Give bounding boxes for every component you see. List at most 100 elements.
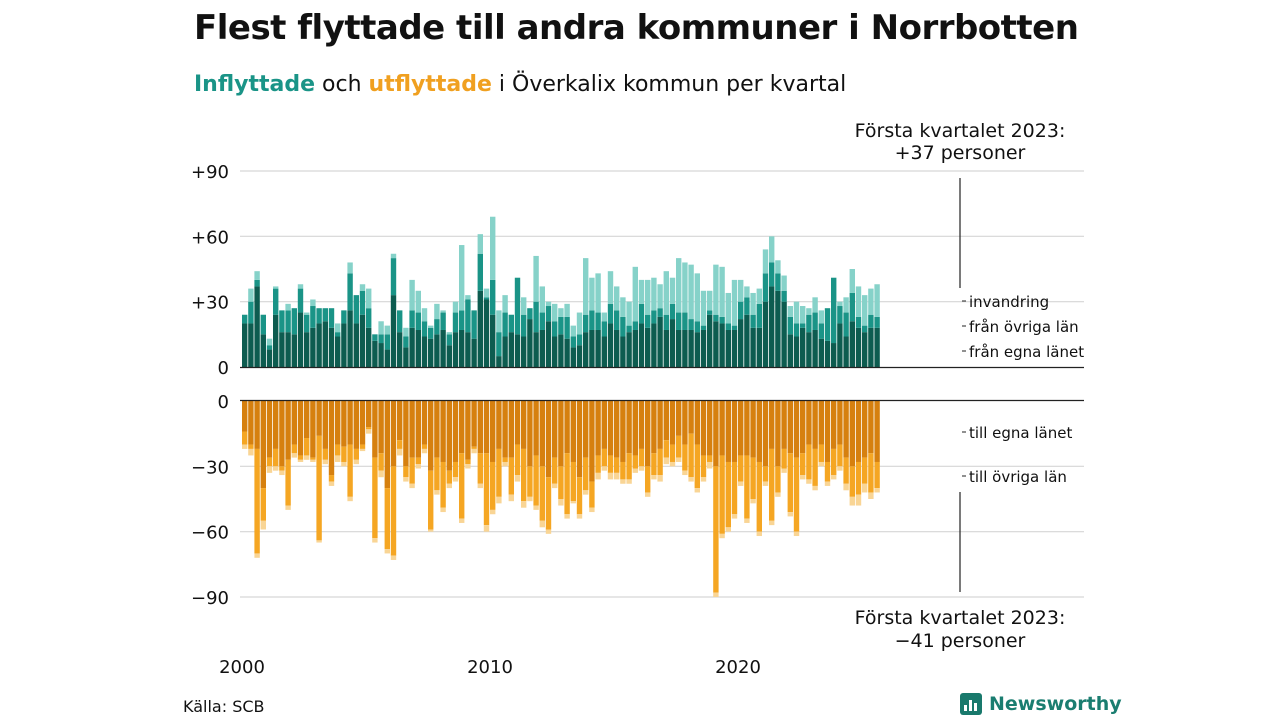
bar-in-0 (626, 332, 632, 367)
bar-out-2 (440, 507, 446, 513)
bar-in-0 (366, 327, 372, 367)
bar-in-1 (620, 316, 626, 337)
bar-in-1 (731, 325, 738, 330)
bar-out-0 (874, 401, 880, 462)
bar-in-1 (645, 314, 651, 328)
bar-out-0 (384, 401, 390, 489)
bar-in-0 (738, 319, 744, 367)
bar-in-0 (731, 329, 738, 367)
bar-out-1 (781, 448, 787, 469)
bar-in-2 (483, 288, 490, 298)
bar-in-1 (397, 310, 403, 333)
bar-out-1 (824, 461, 831, 482)
bar-out-1 (713, 466, 719, 593)
bar-in-1 (514, 277, 521, 335)
bar-in-0 (328, 327, 335, 367)
bar-out-2 (682, 470, 688, 476)
bar-out-2 (477, 483, 483, 489)
bar-out-0 (310, 401, 316, 458)
bar-in-0 (514, 334, 521, 367)
bar-out-0 (595, 401, 601, 456)
bar-in-1 (335, 332, 341, 337)
bar-in-1 (657, 308, 663, 317)
bar-in-1 (483, 297, 490, 300)
bar-out-1 (552, 457, 558, 484)
bar-out-0 (750, 401, 756, 458)
bar-in-0 (446, 345, 452, 367)
bar-in-0 (397, 332, 403, 367)
bar-in-1 (775, 273, 781, 291)
bar-in-1 (552, 321, 558, 337)
bar-in-2 (421, 308, 428, 322)
bar-in-1 (254, 279, 260, 287)
bar-in-1 (409, 310, 415, 328)
bar-in-0 (248, 323, 254, 367)
bar-out-1 (397, 440, 403, 449)
bar-out-2 (849, 496, 855, 506)
bar-out-2 (669, 461, 676, 467)
bar-out-2 (688, 477, 694, 482)
bar-in-0 (719, 323, 725, 367)
bar-out-1 (676, 435, 682, 458)
bar-in-1 (297, 288, 304, 313)
bar-out-1 (812, 448, 818, 486)
bar-out-2 (266, 466, 273, 473)
bar-in-0 (676, 329, 682, 367)
bar-in-1 (626, 325, 632, 333)
bar-in-2 (539, 286, 545, 313)
bar-in-2 (452, 301, 459, 313)
bar-out-2 (831, 475, 837, 480)
bar-in-0 (297, 312, 304, 367)
bar-in-2 (620, 297, 626, 317)
bar-in-0 (490, 314, 496, 367)
bar-out-2 (700, 477, 707, 482)
bar-out-0 (626, 401, 632, 454)
bar-out-1 (756, 461, 762, 532)
bar-out-0 (527, 401, 533, 467)
bar-in-1 (682, 312, 688, 330)
bar-out-2 (731, 514, 738, 519)
bar-out-0 (682, 401, 688, 445)
bar-out-1 (626, 453, 632, 480)
bar-out-2 (762, 481, 769, 486)
bar-out-0 (477, 401, 483, 454)
bar-in-2 (297, 284, 304, 289)
bar-out-2 (800, 475, 806, 480)
bar-in-0 (744, 314, 750, 367)
bar-in-1 (663, 314, 669, 330)
bar-in-1 (521, 314, 527, 337)
bar-in-0 (409, 327, 415, 367)
bar-out-2 (862, 483, 868, 493)
bar-in-2 (310, 299, 316, 307)
bar-out-1 (614, 457, 620, 473)
bar-in-0 (595, 329, 601, 367)
bar-out-1 (341, 446, 347, 462)
bar-out-2 (663, 457, 669, 465)
bar-in-2 (570, 325, 576, 337)
bar-out-2 (570, 501, 576, 504)
bar-out-1 (558, 466, 564, 499)
bar-out-0 (552, 401, 558, 458)
bar-out-0 (756, 401, 762, 462)
bar-out-2 (545, 529, 552, 534)
bar-out-0 (496, 401, 502, 449)
bar-out-2 (322, 459, 328, 465)
bar-in-0 (533, 332, 539, 367)
bar-in-0 (713, 321, 719, 367)
subtitle-rest: i Överkalix kommun per kvartal (491, 72, 847, 97)
bar-out-2 (595, 472, 601, 480)
bar-in-2 (868, 288, 874, 315)
bar-in-0 (502, 336, 508, 367)
bar-out-1 (335, 444, 341, 456)
bar-in-0 (601, 336, 607, 367)
bar-in-0 (539, 329, 545, 367)
bar-in-0 (316, 323, 322, 367)
subtitle-utflyttade: utflyttade (368, 72, 492, 97)
bar-out-2 (502, 461, 508, 467)
bar-out-1 (471, 446, 477, 449)
bar-in-0 (390, 295, 397, 367)
bar-out-2 (490, 509, 496, 515)
bar-in-0 (793, 336, 800, 367)
bar-in-0 (781, 301, 787, 367)
bar-in-1 (242, 314, 248, 324)
